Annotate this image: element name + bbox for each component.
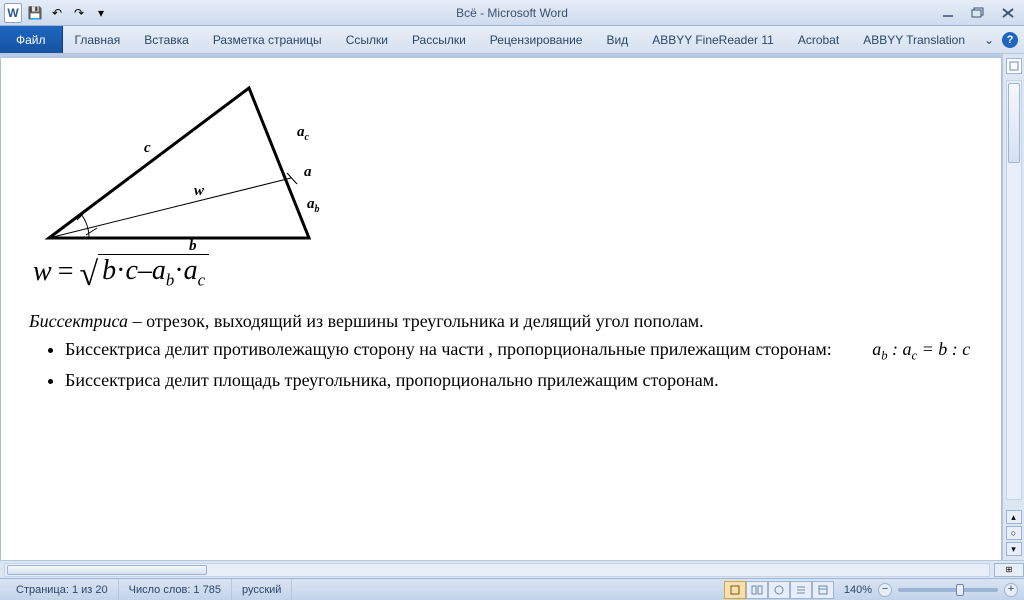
bisector-formula: w = √ b·c–ab·ac [33, 254, 973, 291]
document-page[interactable]: c b w a ac ab w = √ b·c–ab·ac [1, 58, 1001, 560]
title-bar: W 💾 ↶ ↷ ▾ Всё - Microsoft Word [0, 0, 1024, 26]
label-ab: ab [307, 196, 320, 215]
web-layout-view[interactable] [768, 581, 790, 599]
tab-page-layout[interactable]: Разметка страницы [201, 26, 334, 53]
restore-button[interactable] [968, 5, 988, 21]
browse-object-buttons: ▴ ○ ▾ [1006, 510, 1022, 556]
select-browse-button[interactable]: ○ [1006, 526, 1022, 540]
tab-insert[interactable]: Вставка [132, 26, 201, 53]
app-logo[interactable]: W [4, 4, 22, 22]
tab-home[interactable]: Главная [63, 26, 133, 53]
work-area: c b w a ac ab w = √ b·c–ab·ac [0, 54, 1024, 560]
hscroll-right-cap[interactable]: ⊞ [994, 563, 1024, 577]
horizontal-scroll-row: ⊞ [0, 560, 1024, 578]
label-w: w [194, 183, 204, 200]
window-title: Всё - Microsoft Word [456, 6, 568, 20]
zoom-slider[interactable] [898, 588, 998, 592]
sqrt-symbol: √ [79, 265, 98, 285]
tab-view[interactable]: Вид [594, 26, 640, 53]
status-page[interactable]: Страница: 1 из 20 [6, 579, 119, 600]
right-rail: ▴ ○ ▾ [1002, 54, 1024, 560]
vertical-scrollbar[interactable] [1006, 80, 1022, 500]
vertical-scroll-thumb[interactable] [1008, 83, 1020, 163]
outline-view[interactable] [790, 581, 812, 599]
tab-acrobat[interactable]: Acrobat [786, 26, 851, 53]
status-lang[interactable]: русский [232, 579, 292, 600]
label-ac: ac [297, 124, 309, 143]
property-1: Биссектриса делит противолежащую сторону… [65, 337, 973, 365]
next-page-button[interactable]: ▾ [1006, 542, 1022, 556]
label-a: a [304, 164, 312, 181]
horizontal-scrollbar[interactable] [4, 563, 990, 577]
tab-references[interactable]: Ссылки [334, 26, 400, 53]
fullscreen-reading-view[interactable] [746, 581, 768, 599]
zoom-controls: 140% − + [844, 583, 1018, 597]
property-2: Биссектриса делит площадь треугольника, … [65, 368, 973, 392]
sqrt-expression: √ b·c–ab·ac [79, 254, 209, 291]
properties-list: Биссектриса делит противолежащую сторону… [65, 337, 973, 393]
label-b: b [189, 238, 197, 255]
tab-review[interactable]: Рецензирование [478, 26, 595, 53]
window-controls [938, 5, 1018, 21]
document-viewport: c b w a ac ab w = √ b·c–ab·ac [0, 54, 1002, 560]
save-button[interactable]: 💾 [26, 4, 44, 22]
status-words[interactable]: Число слов: 1 785 [119, 579, 232, 600]
triangle-diagram: c b w a ac ab [39, 78, 339, 248]
draft-view[interactable] [812, 581, 834, 599]
radicand: b·c–ab·ac [98, 254, 209, 291]
definition-line: Биссектриса – отрезок, выходящий из верш… [29, 309, 973, 333]
ribbon-tabs: Файл Главная Вставка Разметка страницы С… [0, 26, 1024, 54]
zoom-slider-thumb[interactable] [956, 584, 964, 596]
triangle-svg [39, 78, 339, 250]
print-layout-view[interactable] [724, 581, 746, 599]
zoom-percent[interactable]: 140% [844, 584, 872, 596]
quick-access-toolbar: W 💾 ↶ ↷ ▾ [0, 4, 110, 22]
tab-finereader[interactable]: ABBYY FineReader 11 [640, 26, 786, 53]
redo-button[interactable]: ↷ [70, 4, 88, 22]
tab-abbyy-trans[interactable]: ABBYY Translation [851, 26, 977, 53]
horizontal-scroll-thumb[interactable] [7, 565, 207, 575]
help-button[interactable]: ? [1002, 32, 1018, 48]
close-button[interactable] [998, 5, 1018, 21]
minimize-button[interactable] [938, 5, 958, 21]
file-tab[interactable]: Файл [0, 26, 63, 53]
zoom-out-button[interactable]: − [878, 583, 892, 597]
ribbon-collapse-icon[interactable]: ⌄ [984, 33, 994, 47]
definition-block: Биссектриса – отрезок, выходящий из верш… [29, 309, 973, 393]
term: Биссектриса [29, 311, 128, 331]
formula-eq: = [58, 256, 74, 288]
formula-lhs: w [33, 256, 52, 288]
qat-customize[interactable]: ▾ [92, 4, 110, 22]
status-bar: Страница: 1 из 20 Число слов: 1 785 русс… [0, 578, 1024, 600]
zoom-in-button[interactable]: + [1004, 583, 1018, 597]
ruler-toggle[interactable] [1006, 58, 1022, 74]
label-c: c [144, 140, 151, 157]
undo-button[interactable]: ↶ [48, 4, 66, 22]
tab-mailings[interactable]: Рассылки [400, 26, 478, 53]
prev-page-button[interactable]: ▴ [1006, 510, 1022, 524]
view-mode-buttons [724, 581, 834, 599]
ribbon-right: ⌄ ? [984, 26, 1018, 53]
ratio-formula: ab : ac = b : c [872, 339, 970, 359]
